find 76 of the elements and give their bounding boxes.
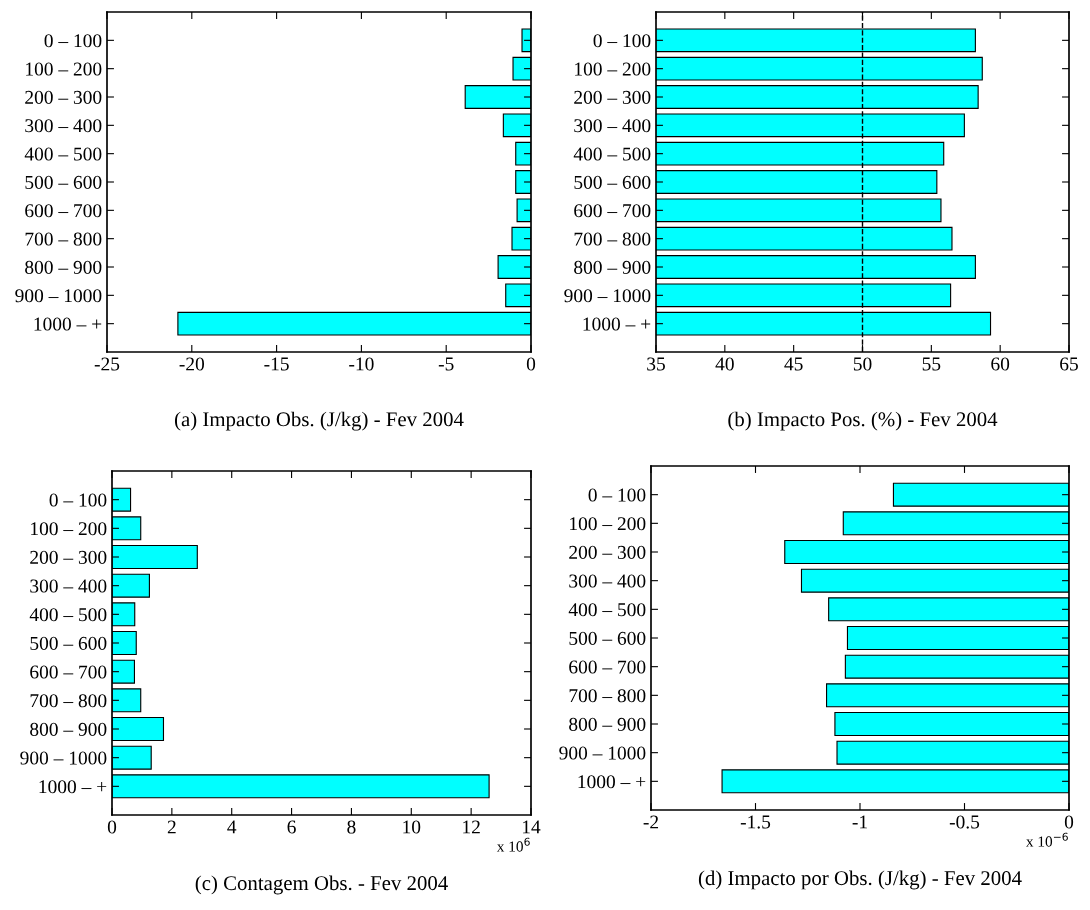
text: (a) Impacto Obs. (J/kg) - Fev 2004 xyxy=(174,411,464,431)
x-tick-label: 0 xyxy=(526,357,536,371)
y-tick-label: 0 – 100 xyxy=(44,34,102,48)
y-tick-label: 1000 – + xyxy=(578,775,646,789)
y-tick-label: 0 – 100 xyxy=(593,34,651,48)
y-tick-label: 800 – 900 xyxy=(30,722,107,736)
x-tick-label: 10 xyxy=(403,820,421,834)
y-tick-label: 0 – 100 xyxy=(588,488,646,502)
y-tick-label: 100 – 200 xyxy=(570,517,646,531)
y-tick-label: 600 – 700 xyxy=(30,665,107,679)
y-tick-label: 0 – 100 xyxy=(49,493,107,507)
y-tick-label: 400 – 500 xyxy=(29,608,107,622)
y-tick-label: 500 – 600 xyxy=(30,636,107,650)
x-tick-label: 50 xyxy=(853,357,872,371)
x-tick-label: -1 xyxy=(852,815,867,829)
x-tick-label: 6 xyxy=(287,820,296,834)
y-tick-label: 600 – 700 xyxy=(574,204,651,218)
y-tick-label: 800 – 900 xyxy=(569,717,646,731)
y-tick-label: 300 – 400 xyxy=(569,574,646,588)
x-tick-label: -1.5 xyxy=(740,815,771,829)
text: (b) Impacto Pos. (%) - Fev 2004 xyxy=(728,411,998,431)
y-tick-label: 600 – 700 xyxy=(569,660,646,674)
x-tick-label: -25 xyxy=(94,357,120,371)
x-tick-label: -10 xyxy=(349,357,374,371)
y-tick-label: 400 – 500 xyxy=(568,603,646,617)
y-tick-label: 500 – 600 xyxy=(569,631,646,645)
y-tick-label: 900 – 1000 xyxy=(20,751,107,765)
y-tick-label: 700 – 800 xyxy=(25,232,102,246)
x-tick-label: 60 xyxy=(991,357,1010,371)
y-tick-label: 200 – 300 xyxy=(569,545,646,559)
text: (d) Impacto por Obs. (J/kg) - Fev 2004 xyxy=(698,870,1022,890)
x-tick-label: 0 xyxy=(107,820,117,834)
y-tick-label: 600 – 700 xyxy=(25,204,102,218)
y-tick-label: 1000 – + xyxy=(34,317,102,331)
x-tick-label: -5 xyxy=(438,357,454,371)
y-tick-label: 800 – 900 xyxy=(574,260,651,274)
y-tick-label: 700 – 800 xyxy=(30,694,107,708)
x-tick-label: 45 xyxy=(784,357,803,371)
y-tick-label: 900 – 1000 xyxy=(564,289,651,303)
y-tick-label: 400 – 500 xyxy=(573,147,651,161)
x-tick-label: 40 xyxy=(715,357,734,371)
x-tick-label: 8 xyxy=(347,820,356,834)
y-tick-label: 1000 – + xyxy=(583,317,651,331)
y-tick-label: 100 – 200 xyxy=(26,62,102,76)
text: x 10$^{−6}$ xyxy=(1026,832,1068,847)
x-tick-label: -2 xyxy=(643,815,659,829)
y-tick-label: 300 – 400 xyxy=(25,119,102,133)
text: (c) Contagem Obs. - Fev 2004 xyxy=(195,875,448,895)
x-tick-label: 14 xyxy=(522,820,541,834)
y-tick-label: 700 – 800 xyxy=(569,689,646,703)
y-tick-label: 400 – 500 xyxy=(24,147,102,161)
x-tick-label: -15 xyxy=(264,357,289,371)
x-tick-label: 4 xyxy=(227,820,237,834)
y-tick-label: 800 – 900 xyxy=(25,260,102,274)
x-tick-label: -0.5 xyxy=(949,815,980,829)
x-tick-label: 35 xyxy=(647,357,665,371)
y-tick-label: 200 – 300 xyxy=(30,550,107,564)
y-tick-label: 1000 – + xyxy=(39,780,107,794)
y-tick-label: 300 – 400 xyxy=(574,119,651,133)
x-tick-label: 12 xyxy=(463,820,480,834)
text: x 10$^{6}$ xyxy=(496,837,530,852)
x-tick-label: 55 xyxy=(922,357,941,371)
y-tick-label: 900 – 1000 xyxy=(559,746,646,760)
y-tick-label: 200 – 300 xyxy=(574,90,651,104)
x-tick-label: -20 xyxy=(179,357,205,371)
y-tick-label: 500 – 600 xyxy=(574,175,651,189)
x-tick-label: 0 xyxy=(1064,815,1074,829)
y-tick-label: 100 – 200 xyxy=(31,522,107,536)
x-tick-label: 65 xyxy=(1060,357,1078,371)
y-tick-label: 500 – 600 xyxy=(25,175,102,189)
y-tick-label: 100 – 200 xyxy=(575,62,651,76)
y-tick-label: 700 – 800 xyxy=(574,232,651,246)
y-tick-label: 200 – 300 xyxy=(25,90,102,104)
y-tick-label: 900 – 1000 xyxy=(15,289,102,303)
y-tick-label: 300 – 400 xyxy=(30,579,107,593)
x-tick-label: 2 xyxy=(167,820,176,834)
